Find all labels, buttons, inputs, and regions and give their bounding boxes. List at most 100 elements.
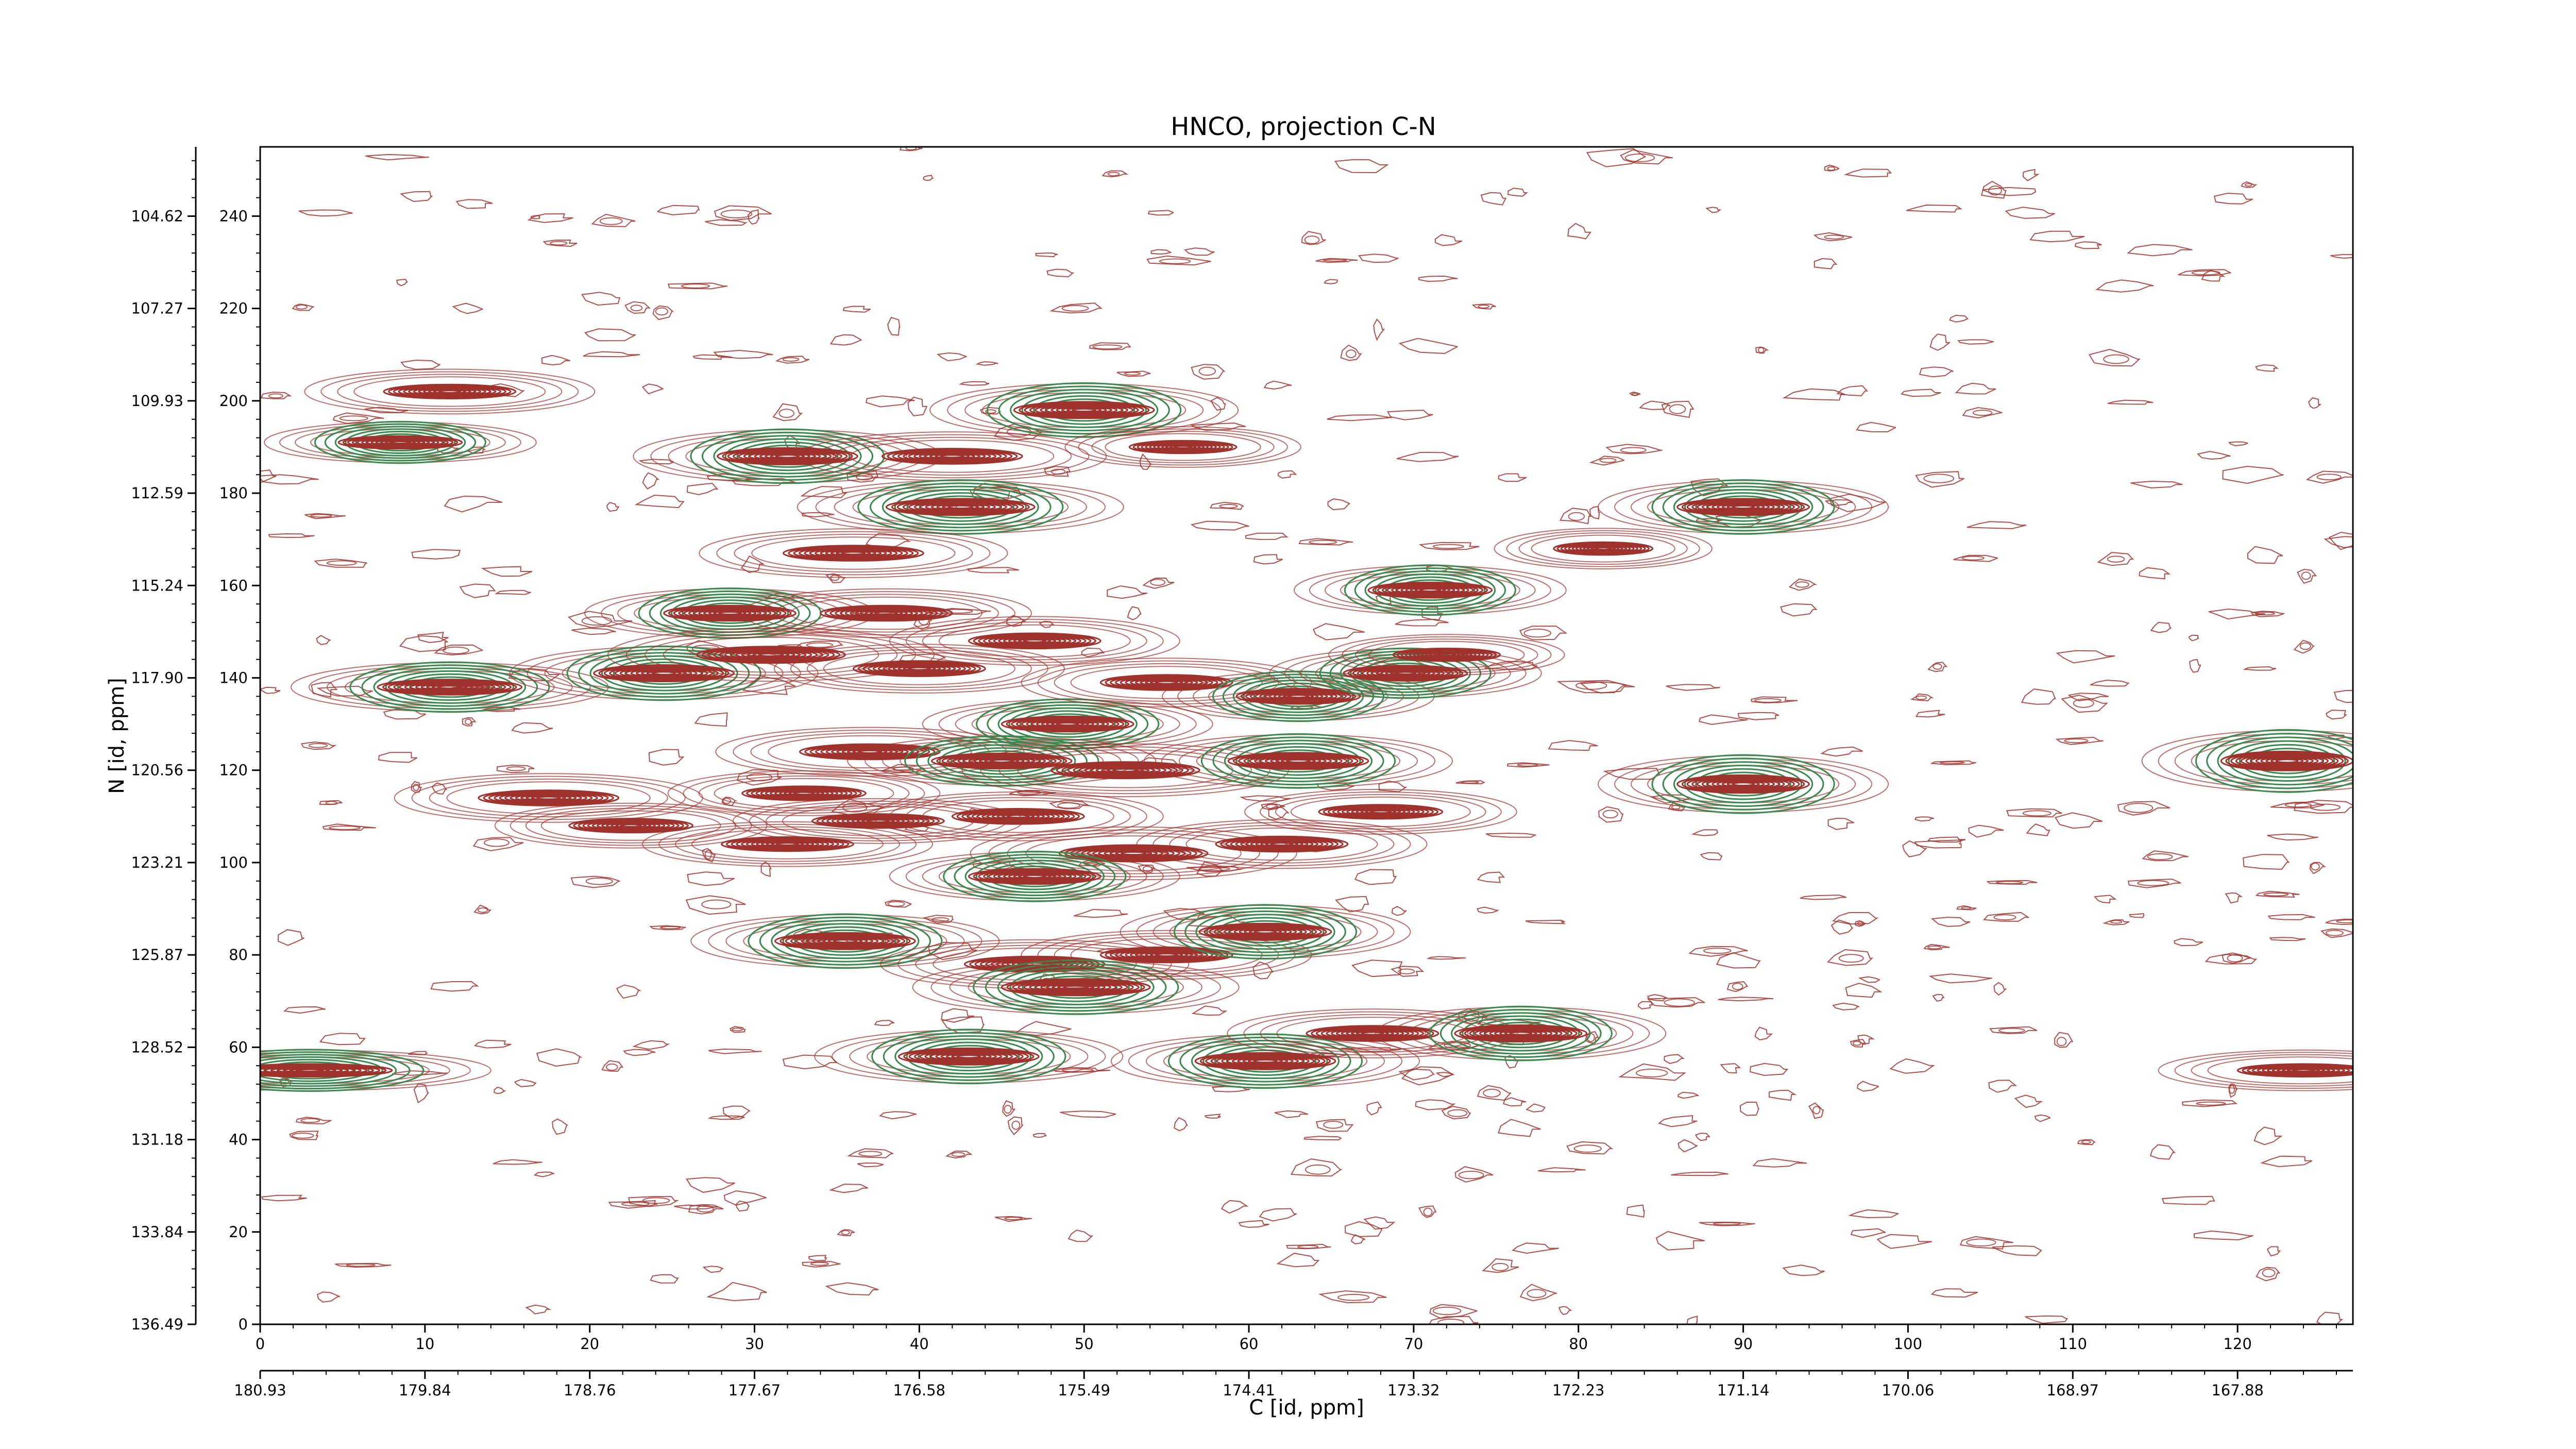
noise-contour <box>606 1063 618 1071</box>
noise-contour <box>707 1115 745 1120</box>
noise-contour <box>1049 302 1103 314</box>
negative-contour <box>2206 733 2353 789</box>
noise-contour <box>1923 943 1950 951</box>
peak-contour <box>872 791 1164 841</box>
noise-contour <box>1253 554 1283 565</box>
noise-contour <box>292 304 314 311</box>
noise-contour <box>1458 1171 1484 1180</box>
noise-contour <box>1589 456 1625 466</box>
noise-contour <box>1838 954 1864 963</box>
negative-contour <box>355 431 446 454</box>
y-tick-label: 80 <box>229 946 248 964</box>
peak-contour <box>1021 658 1312 707</box>
noise-contour <box>455 199 493 209</box>
noise-contour <box>2054 1032 2074 1048</box>
peak-contour <box>1355 638 1538 671</box>
peak-contour <box>1647 765 1840 803</box>
noise-contour <box>1560 508 1591 525</box>
noise-contour <box>1039 620 1055 628</box>
negative-contour <box>613 658 715 688</box>
peak-contour <box>938 624 1131 658</box>
noise-contour <box>624 301 651 314</box>
noise-contour <box>2222 465 2284 484</box>
peak-contour <box>1275 794 1486 830</box>
peak-contour <box>685 438 890 475</box>
peak-contour <box>796 480 1124 534</box>
positive-contour <box>1732 504 1755 510</box>
noise-contour <box>606 502 620 512</box>
noise-contour <box>2324 536 2353 548</box>
noise-contour <box>1007 1116 1024 1136</box>
noise-contour <box>1048 800 1091 810</box>
noise-contour <box>1335 896 1369 913</box>
noise-contour <box>1046 268 1075 278</box>
noise-contour <box>2088 348 2141 367</box>
y-tick-label: 40 <box>229 1131 248 1149</box>
noise-contour <box>701 899 732 909</box>
noise-contour <box>1210 397 1226 411</box>
plot-area <box>260 147 2353 1324</box>
x-tick-label: 80 <box>1569 1335 1588 1353</box>
noise-contour <box>472 837 524 852</box>
peak-contour <box>1163 1043 1368 1079</box>
noise-contour <box>549 241 568 246</box>
peak-contour <box>1614 483 1873 531</box>
noise-contour <box>1716 952 1761 969</box>
peak-contour <box>815 483 1106 531</box>
noise-contour <box>1527 1289 1547 1298</box>
peak-contour <box>716 531 991 576</box>
peak-48 <box>1328 634 1565 676</box>
noise-contour <box>1432 544 1464 549</box>
negative-contour <box>724 438 851 475</box>
peak-contour <box>2191 1054 2353 1087</box>
noise-contour <box>1914 816 1935 822</box>
peak-contour <box>304 368 596 415</box>
noise-contour <box>2081 1140 2091 1144</box>
noise-contour <box>1116 370 1151 377</box>
positive-contour <box>1072 408 1096 412</box>
peak-contour <box>961 743 1289 797</box>
noise-contour <box>599 217 623 225</box>
noise-contour <box>632 1040 670 1050</box>
peak-contour <box>790 646 1048 691</box>
noise-contour <box>1150 579 1166 586</box>
noise-contour <box>1669 404 1686 414</box>
noise-contour <box>1827 166 1836 171</box>
noise-contour <box>2311 863 2320 871</box>
noise-contour <box>2077 1139 2096 1145</box>
noise-contour <box>2025 1315 2069 1324</box>
noise-contour <box>2325 930 2344 936</box>
noise-contour <box>630 305 643 312</box>
noise-contour <box>1375 594 1392 604</box>
noise-contour <box>713 349 773 359</box>
negative-contour <box>373 667 527 707</box>
peak-contour <box>1614 758 1873 810</box>
negative-contour <box>1385 576 1476 604</box>
noise-contour <box>1647 997 1705 1008</box>
noise-contour <box>2110 920 2123 924</box>
noise-contour <box>477 907 488 913</box>
noise-contour <box>1061 1068 1094 1072</box>
noise-contour <box>1511 1242 1559 1254</box>
negative-contour <box>894 488 1027 525</box>
noise-contour <box>601 1060 624 1072</box>
noise-contour <box>1398 968 1415 974</box>
noise-contour <box>1398 338 1458 354</box>
noise-contour <box>1624 153 1655 162</box>
noise-contour <box>1827 949 1873 966</box>
noise-contour <box>1035 252 1058 258</box>
noise-contour <box>829 334 862 346</box>
noise-contour <box>1471 304 1496 310</box>
noise-contour <box>1677 1091 1699 1099</box>
negative-contour <box>997 966 1155 1009</box>
noise-contour <box>1850 1228 1886 1238</box>
noise-contour <box>1726 981 1749 992</box>
peak-contour <box>2191 740 2353 782</box>
noise-contour <box>332 412 384 424</box>
noise-contour <box>1418 1205 1437 1218</box>
negative-contour <box>2195 729 2353 793</box>
noise-contour <box>1523 628 1551 638</box>
noise-contour <box>2241 181 2258 188</box>
peak-contour <box>2158 733 2353 789</box>
peak-contour <box>1518 532 1688 565</box>
